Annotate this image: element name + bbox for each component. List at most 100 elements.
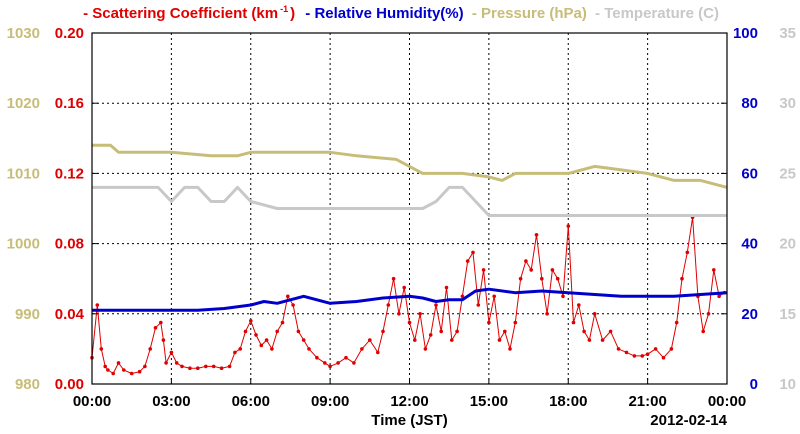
legend-scattering-label: - Scattering Coefficient (km	[83, 5, 279, 22]
y-tick-label-scattering: 0.04	[55, 306, 85, 323]
y-tick-label-temperature: 20	[779, 236, 796, 253]
data-point-scattering	[680, 276, 684, 281]
y-tick-label-pressure: 1020	[7, 95, 40, 112]
x-tick-label: 12:00	[390, 393, 428, 410]
data-point-scattering	[413, 338, 417, 342]
data-point-scattering	[381, 329, 385, 334]
y-tick-label-humidity: 40	[741, 236, 758, 253]
x-tick-label: 21:00	[628, 393, 666, 410]
y-tick-label-humidity: 80	[741, 95, 758, 112]
data-point-scattering	[685, 250, 690, 255]
x-tick-label: 09:00	[311, 393, 349, 410]
x-tick-label: 00:00	[708, 393, 746, 410]
data-point-scattering	[540, 276, 544, 281]
data-point-scattering	[296, 329, 301, 334]
x-tick-label: 18:00	[549, 393, 587, 410]
data-point-scattering	[455, 329, 459, 334]
x-tick-label: 00:00	[73, 393, 111, 410]
data-point-scattering	[582, 329, 586, 334]
y-tick-label-humidity: 0	[750, 376, 758, 393]
data-point-scattering	[513, 320, 518, 325]
chart-legend: - Scattering Coefficient (km -1) - Relati…	[0, 4, 800, 22]
data-point-scattering	[270, 347, 274, 351]
data-point-scattering	[600, 338, 605, 342]
data-point-scattering	[481, 268, 486, 272]
data-point-scattering	[95, 303, 100, 307]
data-point-scattering	[323, 361, 327, 365]
data-point-scattering	[640, 354, 645, 358]
data-point-scattering	[164, 361, 168, 365]
y-tick-label-pressure: 1010	[7, 165, 40, 182]
data-point-scattering	[180, 364, 184, 369]
y-tick-label-scattering: 0.12	[55, 165, 84, 182]
data-point-scattering	[418, 312, 422, 316]
data-point-scattering	[450, 338, 454, 342]
y-tick-label-temperature: 25	[779, 165, 796, 182]
data-point-scattering	[465, 259, 470, 263]
data-point-scattering	[566, 224, 571, 228]
data-point-scattering	[571, 320, 576, 325]
x-tick-label: 15:00	[470, 393, 508, 410]
data-point-scattering	[555, 276, 560, 281]
data-point-scattering	[487, 320, 491, 325]
data-point-scattering	[352, 361, 356, 365]
data-point-scattering	[444, 285, 449, 290]
data-point-scattering	[188, 366, 192, 371]
data-point-scattering	[608, 329, 613, 334]
data-point-scattering	[397, 312, 401, 316]
data-point-scattering	[428, 333, 433, 337]
data-point-scattering	[717, 294, 721, 299]
data-point-scattering	[423, 347, 428, 351]
data-point-scattering	[161, 338, 166, 342]
data-point-scattering	[286, 294, 290, 299]
data-point-scattering	[616, 347, 621, 351]
data-point-scattering	[315, 355, 319, 360]
data-point-scattering	[211, 364, 216, 369]
data-point-scattering	[645, 352, 650, 357]
data-point-scattering	[291, 303, 295, 307]
y-tick-label-pressure: 980	[15, 376, 40, 393]
data-point-scattering	[196, 366, 200, 371]
data-point-scattering	[275, 329, 280, 334]
data-point-scattering	[391, 276, 396, 281]
data-point-scattering	[550, 268, 555, 272]
data-point-scattering	[376, 350, 380, 355]
data-point-scattering	[386, 303, 391, 307]
data-point-scattering	[471, 250, 475, 255]
data-point-scattering	[434, 303, 438, 307]
data-point-scattering	[545, 312, 549, 316]
data-point-scattering	[233, 350, 237, 355]
data-point-scattering	[492, 294, 497, 299]
data-point-scattering	[344, 355, 348, 360]
data-point-scattering	[503, 329, 507, 334]
data-point-scattering	[238, 347, 242, 351]
data-point-scattering	[368, 338, 372, 342]
y-tick-label-humidity: 20	[741, 306, 758, 323]
y-tick-label-pressure: 1000	[7, 236, 40, 253]
data-point-scattering	[328, 364, 332, 369]
data-point-scattering	[249, 319, 253, 323]
data-point-scattering	[624, 350, 629, 355]
data-point-scattering	[632, 354, 637, 358]
y-tick-label-scattering: 0.16	[55, 95, 84, 112]
data-point-scattering	[518, 276, 523, 281]
y-tick-label-temperature: 15	[779, 306, 796, 323]
y-tick-label-pressure: 990	[15, 306, 40, 323]
data-point-scattering	[336, 361, 340, 365]
data-point-scattering	[219, 366, 224, 371]
data-point-scattering	[153, 326, 158, 330]
data-point-scattering	[460, 294, 465, 299]
legend-scattering: - Scattering Coefficient (km -1)	[81, 4, 297, 22]
legend-pressure: - Pressure (hPa)	[471, 5, 587, 22]
data-point-scattering	[227, 364, 232, 369]
data-point-scattering	[264, 338, 269, 342]
data-point-scattering	[159, 320, 163, 325]
y-tick-label-humidity: 60	[741, 165, 758, 182]
y-tick-label-pressure: 1030	[7, 25, 40, 42]
y-tick-label-scattering: 0.20	[55, 25, 84, 42]
y-tick-label-humidity: 100	[733, 25, 758, 42]
data-point-scattering	[577, 303, 581, 307]
y-tick-label-temperature: 30	[779, 95, 796, 112]
data-point-scattering	[529, 268, 533, 272]
